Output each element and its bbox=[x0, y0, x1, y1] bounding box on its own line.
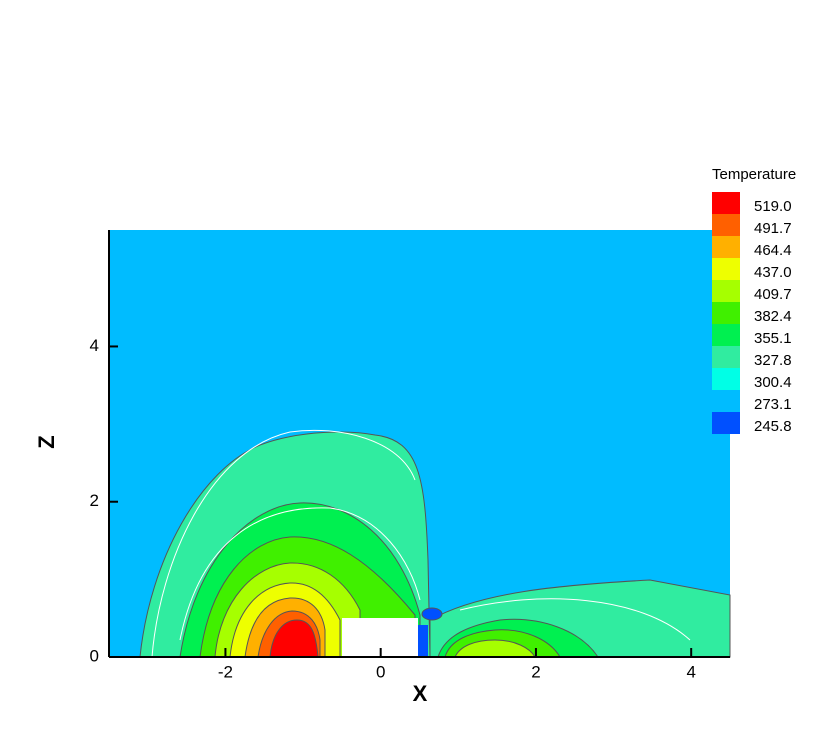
legend-swatch bbox=[712, 302, 740, 324]
white-contour-line bbox=[179, 507, 421, 641]
x-tick-label: 2 bbox=[531, 662, 540, 681]
legend-label: 519.0 bbox=[754, 198, 792, 215]
legend-label: 273.1 bbox=[754, 396, 792, 413]
legend-swatch bbox=[712, 390, 740, 412]
cold-spot bbox=[421, 607, 443, 621]
x-tick-label: -2 bbox=[218, 662, 233, 681]
contour-region bbox=[269, 619, 319, 658]
legend-label: 409.7 bbox=[754, 286, 792, 303]
legend-label: 245.8 bbox=[754, 418, 792, 435]
legend-swatch bbox=[712, 280, 740, 302]
legend-swatch bbox=[712, 214, 740, 236]
legend-swatch bbox=[712, 346, 740, 368]
cold-strip bbox=[418, 625, 428, 657]
legend-swatch bbox=[712, 324, 740, 346]
legend-swatch bbox=[712, 192, 740, 214]
legend-label: 382.4 bbox=[754, 308, 792, 325]
legend-label: 437.0 bbox=[754, 264, 792, 281]
legend-label: 464.4 bbox=[754, 242, 792, 259]
y-tick-label: 4 bbox=[90, 336, 99, 355]
white-contour-line bbox=[151, 429, 416, 658]
x-tick-label: 0 bbox=[376, 662, 385, 681]
contour-region bbox=[454, 639, 536, 658]
x-tick-label: 4 bbox=[686, 662, 695, 681]
y-axis-label: Z bbox=[34, 435, 59, 448]
legend-title: Temperature bbox=[712, 166, 796, 183]
y-tick-label: 2 bbox=[90, 491, 99, 510]
legend-swatch bbox=[712, 412, 740, 434]
legend-label: 355.1 bbox=[754, 330, 792, 347]
legend-label: 491.7 bbox=[754, 220, 792, 237]
legend-label: 300.4 bbox=[754, 374, 792, 391]
legend-swatch bbox=[712, 258, 740, 280]
white-contour-line bbox=[459, 598, 691, 641]
x-axis-label: X bbox=[413, 681, 428, 706]
legend-label: 327.8 bbox=[754, 352, 792, 369]
legend-swatch bbox=[712, 368, 740, 390]
y-tick-label: 0 bbox=[90, 646, 99, 665]
legend-swatch bbox=[712, 236, 740, 258]
